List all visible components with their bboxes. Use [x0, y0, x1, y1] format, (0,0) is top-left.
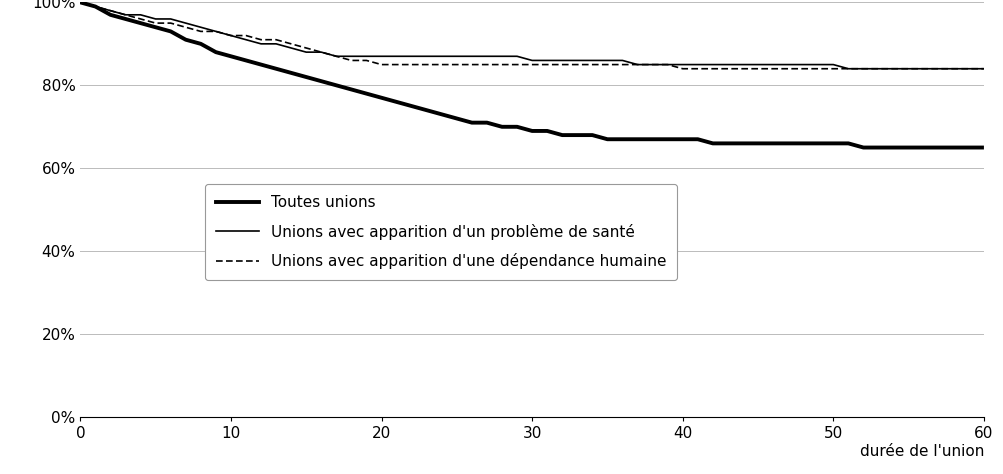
- Legend: Toutes unions, Unions avec apparition d'un problème de santé, Unions avec appari: Toutes unions, Unions avec apparition d'…: [206, 184, 677, 280]
- X-axis label: durée de l'union: durée de l'union: [859, 444, 983, 459]
